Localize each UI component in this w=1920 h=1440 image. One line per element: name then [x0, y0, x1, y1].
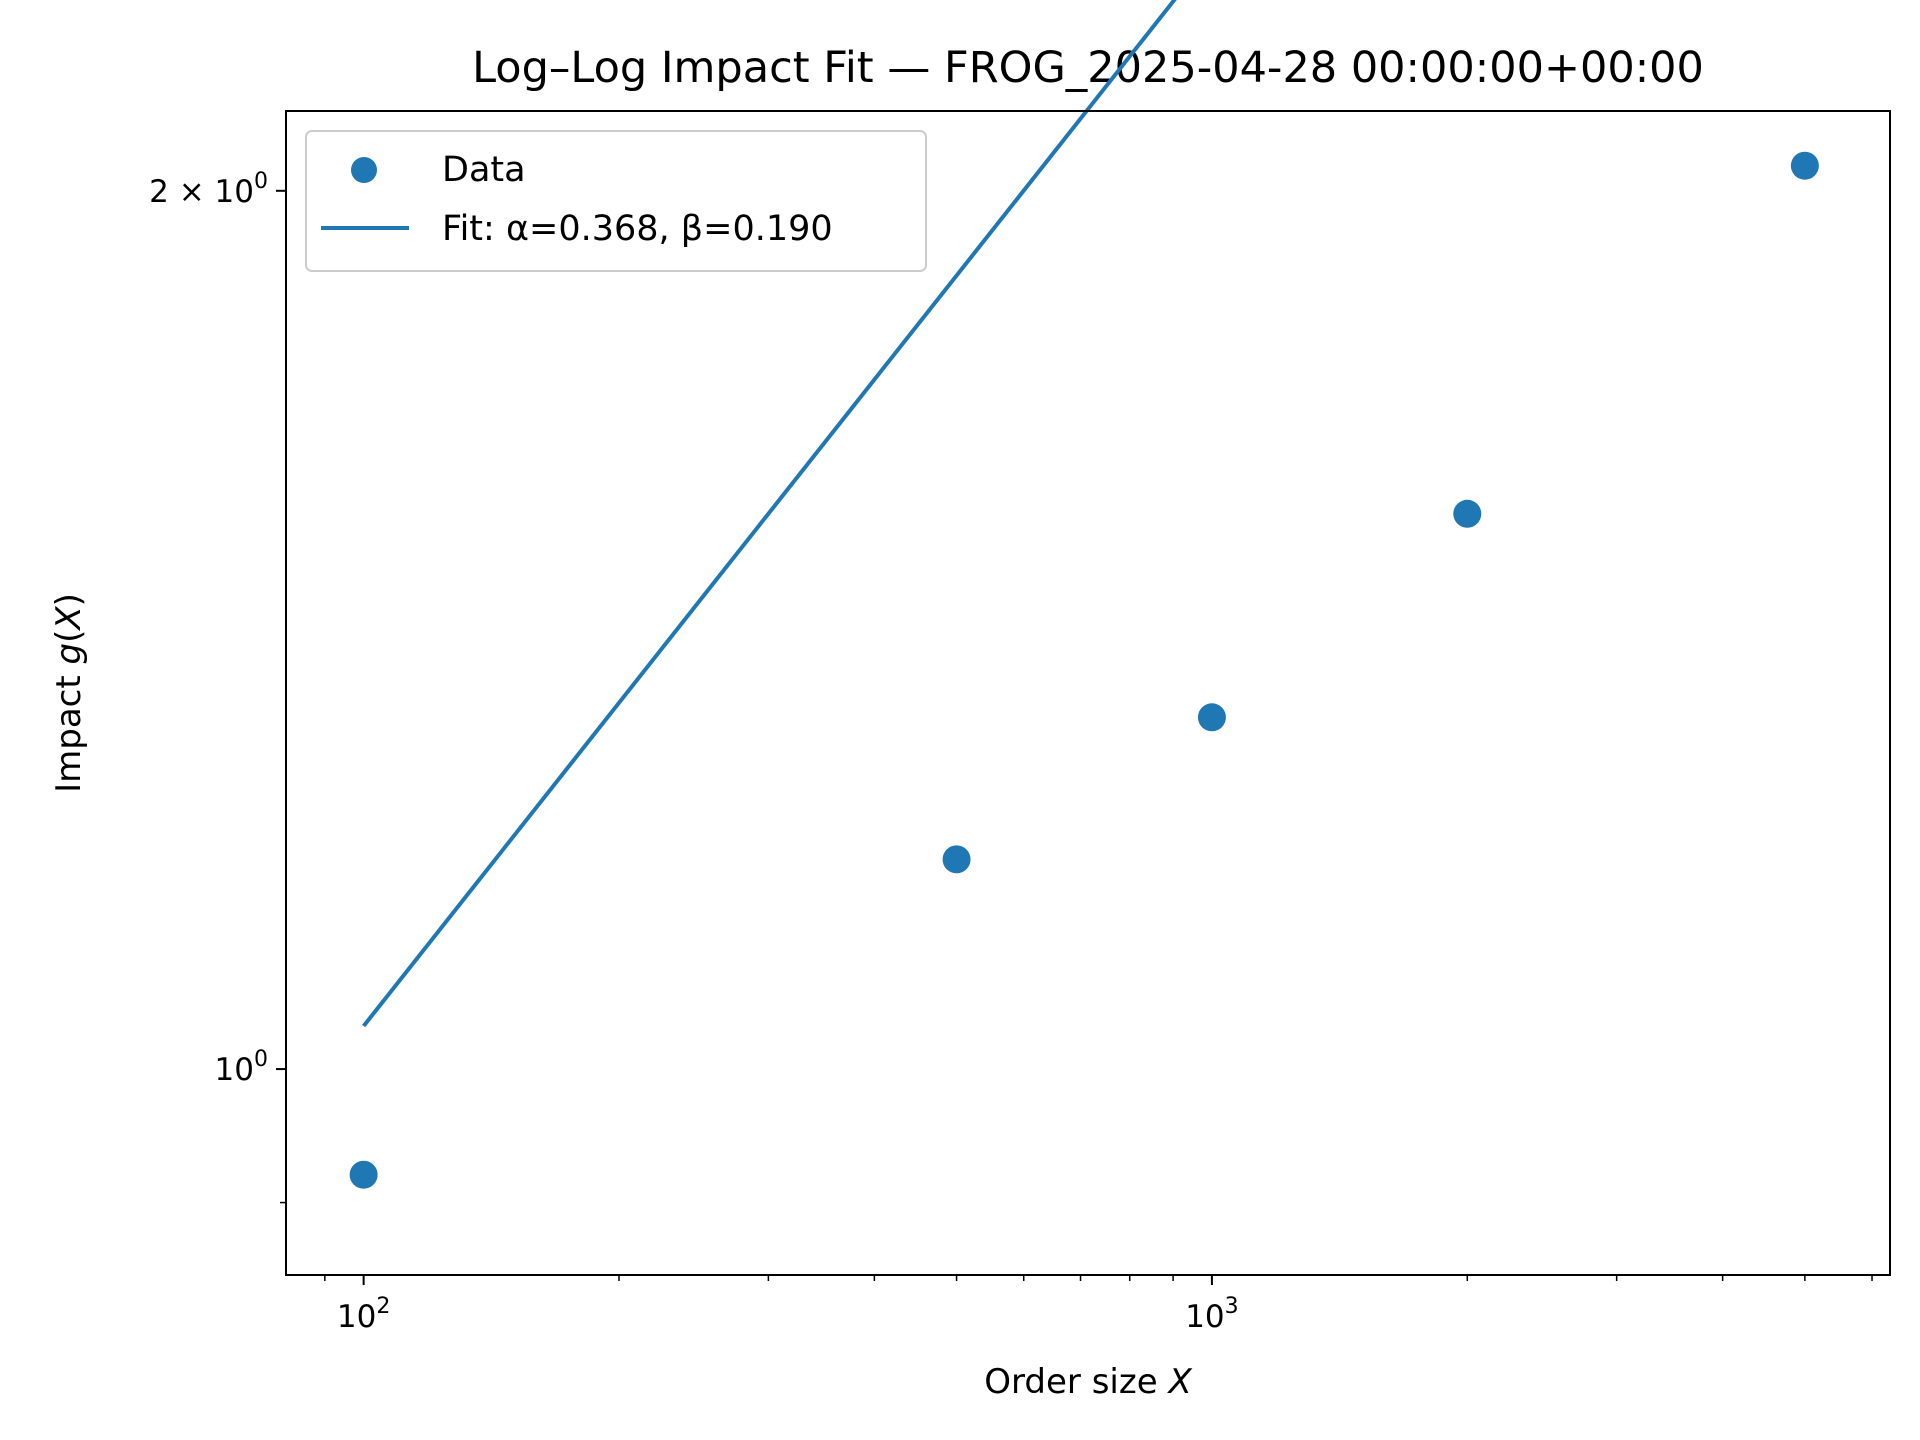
x-axis-label-text: Order size	[984, 1362, 1157, 1402]
legend: Data Fit: α=0.368, β=0.190	[305, 130, 927, 272]
x-tick-label: 103	[1185, 1294, 1238, 1335]
data-point	[1197, 703, 1226, 732]
y-axis-label-text: Impact	[49, 675, 89, 793]
y-axis-label-close-paren: )	[49, 593, 89, 606]
legend-label-fit: Fit: α=0.368, β=0.190	[442, 209, 833, 249]
x-axis-label-variable: X	[1166, 1362, 1192, 1402]
y-axis-label-argument: X	[49, 606, 89, 632]
legend-box	[305, 130, 927, 272]
data-point	[349, 1160, 378, 1189]
data-point	[1790, 151, 1819, 180]
y-tick-base: 2 × 10	[149, 174, 254, 210]
x-tick-base: 10	[1185, 1299, 1224, 1335]
legend-marker-data	[351, 157, 377, 183]
y-tick-label: 2 × 100	[149, 169, 268, 210]
series-layer	[349, 0, 1819, 1189]
x-tick-base: 10	[337, 1299, 376, 1335]
x-axis-label: Order size X	[984, 1362, 1192, 1402]
x-tick-exponent: 2	[376, 1294, 390, 1319]
y-tick-label: 100	[215, 1047, 268, 1088]
data-point	[1453, 499, 1482, 528]
y-tick-base: 10	[215, 1052, 254, 1088]
y-axis-label-open-paren: (	[49, 630, 89, 643]
legend-label-data: Data	[442, 150, 526, 190]
y-tick-exponent: 0	[254, 169, 268, 194]
plot-area	[285, 0, 1891, 1276]
y-axis-label-function: g	[49, 643, 89, 665]
fit-line	[362, 0, 1177, 1028]
x-tick-label: 102	[337, 1294, 390, 1335]
y-tick-exponent: 0	[254, 1047, 268, 1072]
x-tick-exponent: 3	[1225, 1294, 1239, 1319]
y-axis-label: Impact g(X)	[49, 593, 89, 793]
x-axis: 102 103	[324, 1275, 1873, 1335]
data-point	[942, 845, 971, 874]
plot-frame	[285, 110, 1891, 1276]
chart-title: Log–Log Impact Fit — FROG_2025-04-28 00:…	[472, 43, 1704, 93]
